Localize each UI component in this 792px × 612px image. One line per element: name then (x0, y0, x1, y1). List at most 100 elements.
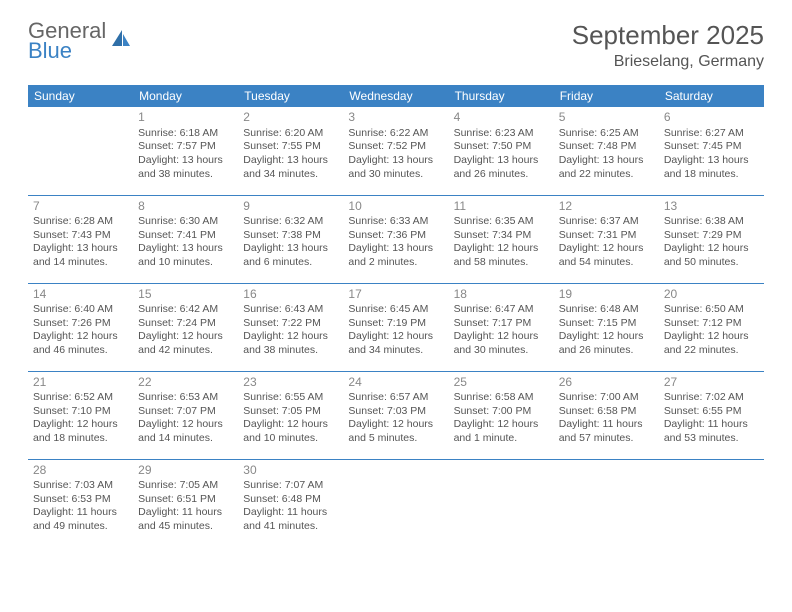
calendar-cell: 4Sunrise: 6:23 AMSunset: 7:50 PMDaylight… (449, 107, 554, 195)
day-number: 6 (664, 110, 759, 126)
day-number: 25 (454, 375, 549, 391)
calendar-cell: 13Sunrise: 6:38 AMSunset: 7:29 PMDayligh… (659, 195, 764, 283)
sail-icon (110, 28, 132, 55)
calendar-cell (554, 459, 659, 547)
daylight-line: Daylight: 12 hours and 34 minutes. (348, 330, 443, 357)
calendar-week: 1Sunrise: 6:18 AMSunset: 7:57 PMDaylight… (28, 107, 764, 195)
title-block: September 2025 Brieselang, Germany (572, 20, 764, 71)
daylight-line: Daylight: 11 hours and 49 minutes. (33, 506, 128, 533)
sunset-line: Sunset: 7:19 PM (348, 317, 443, 331)
sunset-line: Sunset: 6:53 PM (33, 493, 128, 507)
sunrise-line: Sunrise: 6:33 AM (348, 215, 443, 229)
calendar-cell: 11Sunrise: 6:35 AMSunset: 7:34 PMDayligh… (449, 195, 554, 283)
calendar-cell: 19Sunrise: 6:48 AMSunset: 7:15 PMDayligh… (554, 283, 659, 371)
calendar-week: 14Sunrise: 6:40 AMSunset: 7:26 PMDayligh… (28, 283, 764, 371)
sunset-line: Sunset: 6:58 PM (559, 405, 654, 419)
day-number: 4 (454, 110, 549, 126)
day-number: 16 (243, 287, 338, 303)
sunrise-line: Sunrise: 6:35 AM (454, 215, 549, 229)
calendar-cell: 3Sunrise: 6:22 AMSunset: 7:52 PMDaylight… (343, 107, 448, 195)
daylight-line: Daylight: 13 hours and 22 minutes. (559, 154, 654, 181)
calendar-cell (28, 107, 133, 195)
daylight-line: Daylight: 13 hours and 6 minutes. (243, 242, 338, 269)
sunset-line: Sunset: 7:07 PM (138, 405, 233, 419)
sunrise-line: Sunrise: 6:38 AM (664, 215, 759, 229)
day-number: 9 (243, 199, 338, 215)
calendar-cell: 12Sunrise: 6:37 AMSunset: 7:31 PMDayligh… (554, 195, 659, 283)
sunset-line: Sunset: 7:29 PM (664, 229, 759, 243)
daylight-line: Daylight: 12 hours and 54 minutes. (559, 242, 654, 269)
day-number: 3 (348, 110, 443, 126)
daylight-line: Daylight: 12 hours and 22 minutes. (664, 330, 759, 357)
sunset-line: Sunset: 7:45 PM (664, 140, 759, 154)
calendar-cell: 18Sunrise: 6:47 AMSunset: 7:17 PMDayligh… (449, 283, 554, 371)
sunset-line: Sunset: 7:38 PM (243, 229, 338, 243)
page: General Blue September 2025 Brieselang, … (0, 0, 792, 547)
daylight-line: Daylight: 12 hours and 10 minutes. (243, 418, 338, 445)
calendar-cell (449, 459, 554, 547)
day-number: 19 (559, 287, 654, 303)
daylight-line: Daylight: 12 hours and 14 minutes. (138, 418, 233, 445)
sunrise-line: Sunrise: 6:30 AM (138, 215, 233, 229)
calendar-cell: 10Sunrise: 6:33 AMSunset: 7:36 PMDayligh… (343, 195, 448, 283)
calendar-cell: 15Sunrise: 6:42 AMSunset: 7:24 PMDayligh… (133, 283, 238, 371)
day-number: 28 (33, 463, 128, 479)
sunset-line: Sunset: 7:00 PM (454, 405, 549, 419)
calendar-cell (343, 459, 448, 547)
sunrise-line: Sunrise: 6:43 AM (243, 303, 338, 317)
sunrise-line: Sunrise: 6:25 AM (559, 127, 654, 141)
calendar-table: SundayMondayTuesdayWednesdayThursdayFrid… (28, 85, 764, 547)
sunrise-line: Sunrise: 6:40 AM (33, 303, 128, 317)
calendar-week: 21Sunrise: 6:52 AMSunset: 7:10 PMDayligh… (28, 371, 764, 459)
sunrise-line: Sunrise: 6:48 AM (559, 303, 654, 317)
sunrise-line: Sunrise: 6:22 AM (348, 127, 443, 141)
sunset-line: Sunset: 6:48 PM (243, 493, 338, 507)
sunset-line: Sunset: 7:10 PM (33, 405, 128, 419)
day-header: Saturday (659, 85, 764, 107)
day-number: 30 (243, 463, 338, 479)
brand-logo: General Blue (28, 20, 132, 62)
sunset-line: Sunset: 7:31 PM (559, 229, 654, 243)
sunset-line: Sunset: 6:51 PM (138, 493, 233, 507)
sunrise-line: Sunrise: 6:45 AM (348, 303, 443, 317)
calendar-cell: 29Sunrise: 7:05 AMSunset: 6:51 PMDayligh… (133, 459, 238, 547)
day-number: 15 (138, 287, 233, 303)
calendar-cell: 23Sunrise: 6:55 AMSunset: 7:05 PMDayligh… (238, 371, 343, 459)
sunrise-line: Sunrise: 6:23 AM (454, 127, 549, 141)
day-number: 17 (348, 287, 443, 303)
day-number: 5 (559, 110, 654, 126)
day-number: 23 (243, 375, 338, 391)
sunrise-line: Sunrise: 6:47 AM (454, 303, 549, 317)
day-number: 22 (138, 375, 233, 391)
daylight-line: Daylight: 11 hours and 41 minutes. (243, 506, 338, 533)
daylight-line: Daylight: 13 hours and 38 minutes. (138, 154, 233, 181)
day-number: 7 (33, 199, 128, 215)
sunrise-line: Sunrise: 7:07 AM (243, 479, 338, 493)
daylight-line: Daylight: 12 hours and 30 minutes. (454, 330, 549, 357)
day-number: 29 (138, 463, 233, 479)
calendar-cell: 7Sunrise: 6:28 AMSunset: 7:43 PMDaylight… (28, 195, 133, 283)
sunrise-line: Sunrise: 6:57 AM (348, 391, 443, 405)
daylight-line: Daylight: 12 hours and 18 minutes. (33, 418, 128, 445)
calendar-cell (659, 459, 764, 547)
daylight-line: Daylight: 11 hours and 45 minutes. (138, 506, 233, 533)
calendar-cell: 30Sunrise: 7:07 AMSunset: 6:48 PMDayligh… (238, 459, 343, 547)
calendar-cell: 24Sunrise: 6:57 AMSunset: 7:03 PMDayligh… (343, 371, 448, 459)
sunset-line: Sunset: 7:26 PM (33, 317, 128, 331)
sunrise-line: Sunrise: 6:50 AM (664, 303, 759, 317)
calendar-cell: 9Sunrise: 6:32 AMSunset: 7:38 PMDaylight… (238, 195, 343, 283)
calendar-cell: 16Sunrise: 6:43 AMSunset: 7:22 PMDayligh… (238, 283, 343, 371)
day-number: 20 (664, 287, 759, 303)
sunset-line: Sunset: 6:55 PM (664, 405, 759, 419)
daylight-line: Daylight: 12 hours and 38 minutes. (243, 330, 338, 357)
day-header: Sunday (28, 85, 133, 107)
calendar-cell: 1Sunrise: 6:18 AMSunset: 7:57 PMDaylight… (133, 107, 238, 195)
calendar-cell: 2Sunrise: 6:20 AMSunset: 7:55 PMDaylight… (238, 107, 343, 195)
calendar-cell: 14Sunrise: 6:40 AMSunset: 7:26 PMDayligh… (28, 283, 133, 371)
sunset-line: Sunset: 7:12 PM (664, 317, 759, 331)
calendar-body: 1Sunrise: 6:18 AMSunset: 7:57 PMDaylight… (28, 107, 764, 547)
day-number: 26 (559, 375, 654, 391)
calendar-cell: 17Sunrise: 6:45 AMSunset: 7:19 PMDayligh… (343, 283, 448, 371)
daylight-line: Daylight: 13 hours and 18 minutes. (664, 154, 759, 181)
month-title: September 2025 (572, 20, 764, 51)
